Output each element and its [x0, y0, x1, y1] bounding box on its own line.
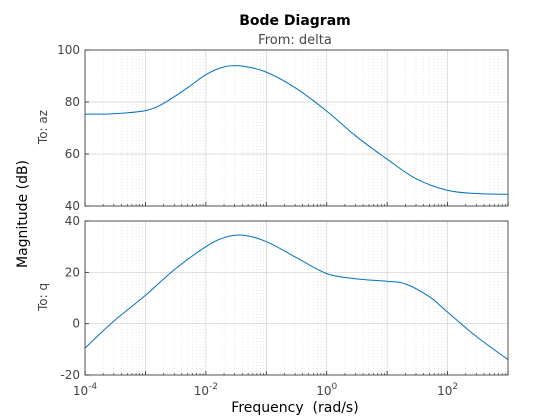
x-tick-label: 10-2 — [194, 382, 218, 398]
series-line — [84, 234, 509, 361]
y-tick-label: 80 — [65, 95, 80, 109]
row-label-q: To: q — [36, 283, 50, 312]
chart-title: Bode Diagram — [239, 13, 351, 29]
y-tick-label: 40 — [65, 199, 80, 213]
row-label-az: To: az — [36, 110, 50, 145]
x-tick-label: 100 — [316, 382, 337, 398]
y-tick-label: 100 — [57, 43, 80, 57]
y-tick-label: 0 — [72, 317, 80, 331]
series-line — [84, 65, 509, 195]
x-tick-label: 102 — [437, 382, 458, 398]
y-axis-label: Magnitude (dB) — [15, 160, 31, 268]
panel-magnitude-az: 40 60 80 100 — [57, 43, 509, 213]
y-tick-label: -20 — [60, 368, 80, 382]
x-axis-label: Frequency (rad/s) — [231, 400, 358, 416]
x-tick-labels: 10-4 10-2 100 102 — [73, 382, 458, 398]
y-tick-label: 40 — [65, 214, 80, 228]
plot-area — [85, 50, 508, 206]
x-tick-label: 10-4 — [73, 382, 98, 398]
y-tick-label: 60 — [65, 147, 80, 161]
axes-box — [84, 49, 509, 207]
axes-box — [84, 220, 509, 376]
plot-area — [85, 221, 508, 375]
y-tick-label: 20 — [65, 265, 80, 279]
panel-magnitude-q: -20 0 20 40 — [60, 214, 509, 382]
chart-subtitle: From: delta — [258, 33, 332, 48]
